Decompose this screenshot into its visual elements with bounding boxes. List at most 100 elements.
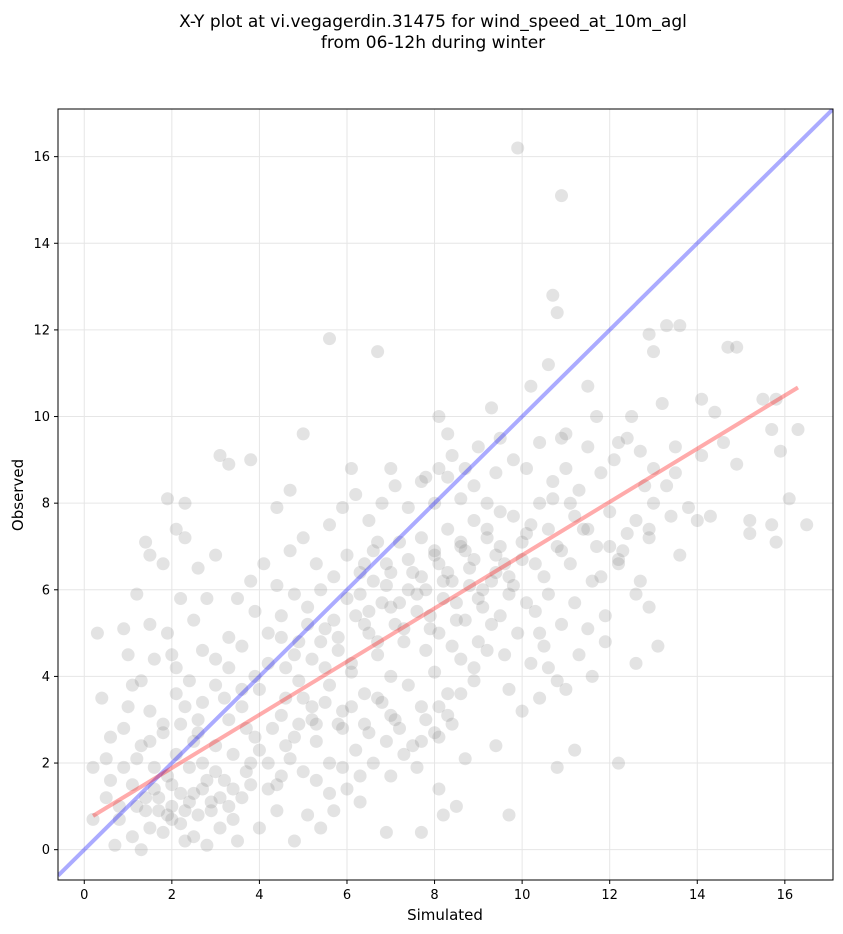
data-point xyxy=(397,747,411,761)
data-point xyxy=(520,596,533,610)
data-point xyxy=(379,825,393,839)
data-point xyxy=(336,721,350,735)
data-point xyxy=(660,319,674,333)
data-point xyxy=(629,587,643,601)
data-point xyxy=(721,340,735,354)
data-point xyxy=(287,730,301,744)
data-point xyxy=(642,327,656,341)
data-point xyxy=(187,830,201,844)
data-point xyxy=(349,609,363,623)
data-point xyxy=(428,726,442,740)
data-point xyxy=(454,687,468,701)
data-point xyxy=(165,648,179,662)
data-point xyxy=(414,700,428,714)
data-point xyxy=(178,700,192,714)
data-point xyxy=(498,557,512,571)
data-point xyxy=(572,648,586,662)
y-tick-label: 14 xyxy=(33,237,50,252)
data-point xyxy=(717,436,730,449)
data-point xyxy=(362,604,376,618)
data-point xyxy=(301,808,315,822)
data-point xyxy=(414,734,428,748)
data-point xyxy=(222,630,236,644)
data-point xyxy=(292,717,306,731)
data-point xyxy=(239,721,253,735)
data-point xyxy=(349,743,363,757)
data-point xyxy=(274,708,288,722)
data-point xyxy=(423,622,437,636)
data-point xyxy=(226,812,240,826)
data-point xyxy=(441,427,455,441)
data-point xyxy=(480,643,494,657)
data-point xyxy=(414,825,428,839)
data-point xyxy=(603,540,617,553)
data-point xyxy=(612,553,625,566)
data-point xyxy=(174,717,188,731)
data-point xyxy=(463,561,477,575)
data-point xyxy=(187,786,201,800)
data-point xyxy=(480,496,494,510)
data-point xyxy=(287,834,301,848)
data-point xyxy=(524,656,538,670)
data-point xyxy=(231,592,244,605)
data-point xyxy=(204,804,218,818)
data-point xyxy=(235,682,249,696)
data-point xyxy=(791,423,805,436)
data-point xyxy=(432,557,446,571)
data-point xyxy=(287,587,301,601)
y-axis-label: Observed xyxy=(9,459,27,531)
chart-title-line-1: X-Y plot at vi.vegagerdin.31475 for wind… xyxy=(179,12,687,32)
data-point xyxy=(209,652,223,666)
data-point xyxy=(541,587,555,601)
data-point xyxy=(546,288,560,302)
data-point xyxy=(231,834,244,848)
data-point xyxy=(511,626,525,640)
data-point xyxy=(743,514,757,527)
data-point xyxy=(393,596,406,610)
data-point xyxy=(344,462,358,475)
data-point xyxy=(594,570,608,584)
data-point xyxy=(143,617,157,631)
data-point xyxy=(274,630,288,644)
data-point xyxy=(620,527,634,540)
data-point xyxy=(423,609,437,623)
data-point xyxy=(156,825,170,839)
data-point xyxy=(200,592,214,605)
data-point xyxy=(528,604,542,618)
data-point xyxy=(432,782,446,796)
data-point xyxy=(86,812,100,826)
data-point xyxy=(612,436,625,449)
data-point xyxy=(410,760,424,774)
data-point xyxy=(143,821,157,835)
data-point xyxy=(419,643,433,657)
data-point xyxy=(323,756,336,770)
data-point xyxy=(506,509,520,523)
data-point xyxy=(95,691,109,705)
data-point xyxy=(603,505,617,519)
data-point xyxy=(296,691,310,705)
data-point xyxy=(647,345,660,359)
data-point xyxy=(178,496,192,510)
data-point xyxy=(502,682,516,696)
data-point xyxy=(708,405,722,419)
data-point xyxy=(125,778,139,792)
data-point xyxy=(323,678,336,692)
data-point xyxy=(550,674,564,688)
data-point xyxy=(270,501,284,514)
data-point xyxy=(414,475,428,488)
data-point xyxy=(550,760,564,774)
data-point xyxy=(196,756,209,770)
data-point xyxy=(270,579,284,592)
x-tick-label: 16 xyxy=(777,888,794,903)
data-point xyxy=(366,756,380,770)
data-point xyxy=(445,449,459,462)
data-point xyxy=(375,496,389,510)
data-point xyxy=(86,760,100,774)
data-point xyxy=(414,570,428,584)
data-point xyxy=(161,626,174,640)
data-point xyxy=(362,626,376,640)
data-point xyxy=(493,505,507,519)
data-point xyxy=(563,496,577,510)
data-point xyxy=(165,812,179,826)
data-point xyxy=(358,557,371,571)
